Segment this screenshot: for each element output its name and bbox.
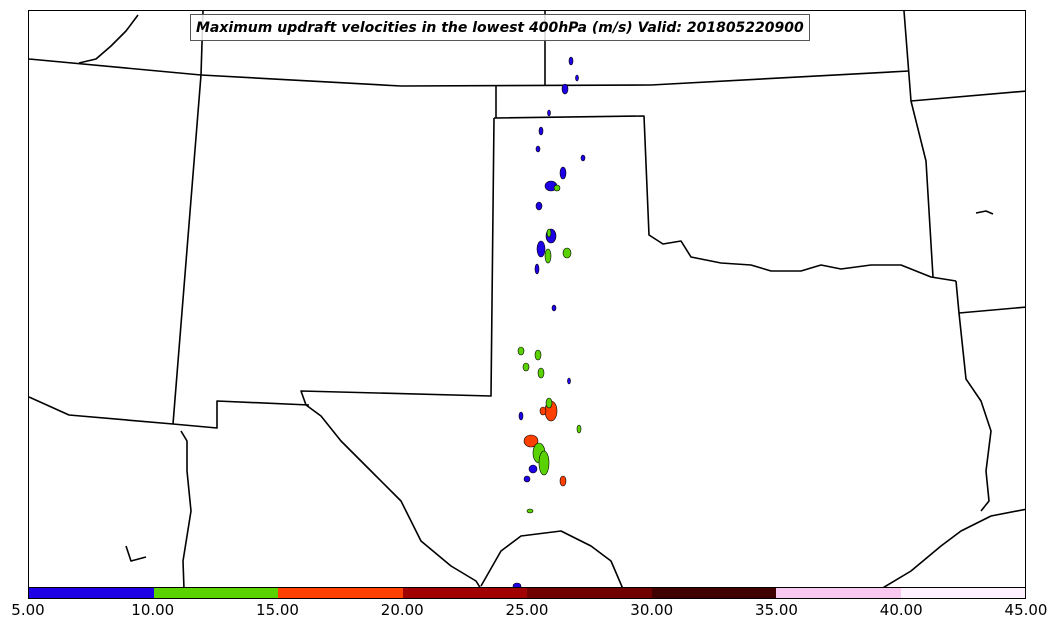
map-frame: [28, 10, 1026, 588]
colorbar-tick-label: 45.00: [1004, 601, 1048, 619]
colorbar-tick-label: 35.00: [755, 601, 798, 619]
colorbar: [28, 587, 1026, 599]
state-boundary-nm-south: [29, 396, 310, 429]
updraft-contours: [512, 56, 586, 587]
colorbar-tick-label: 40.00: [879, 601, 923, 619]
state-boundary-co-nm: [172, 74, 202, 425]
map-canvas: [29, 11, 1025, 587]
colorbar-tick-label: 15.00: [256, 601, 299, 619]
coastline-fragment-tx: [125, 545, 147, 562]
colorbar-tick-label: 20.00: [380, 601, 424, 619]
border-rio-grande: [180, 430, 192, 587]
colorbar-tick-label: 5.00: [11, 601, 45, 619]
colorbar-segment-3: [278, 588, 403, 598]
colorbar-segment-1: [29, 588, 154, 598]
colorbar-tick-label: 10.00: [131, 601, 175, 619]
coastline-gulf: [882, 508, 1025, 587]
colorbar-segment-5: [527, 588, 652, 598]
colorbar-segment-2: [153, 588, 278, 598]
state-boundary-ne-ks: [29, 58, 910, 87]
colorbar-segment-4: [402, 588, 527, 598]
state-boundary-mo-ar: [910, 90, 1025, 102]
state-boundary-ar-west: [903, 11, 934, 278]
state-boundary-tx-panhandle: [300, 117, 495, 587]
colorbar-tick-label: 25.00: [505, 601, 549, 619]
colorbar-segment-7: [776, 588, 901, 598]
coastline-fragment-ar: [975, 210, 994, 215]
colorbar-segment-6: [651, 588, 776, 598]
colorbar-tick-label: 30.00: [630, 601, 674, 619]
map-title: Maximum updraft velocities in the lowest…: [190, 14, 810, 41]
coastline-fragment-north: [78, 14, 139, 64]
state-boundary-ok-panhandle: [493, 115, 957, 282]
colorbar-segment-8: [900, 588, 1025, 598]
border-rio-grande-east: [480, 530, 624, 587]
state-boundary-ar-la: [955, 280, 1025, 314]
state-boundary-la-tx: [958, 312, 992, 512]
